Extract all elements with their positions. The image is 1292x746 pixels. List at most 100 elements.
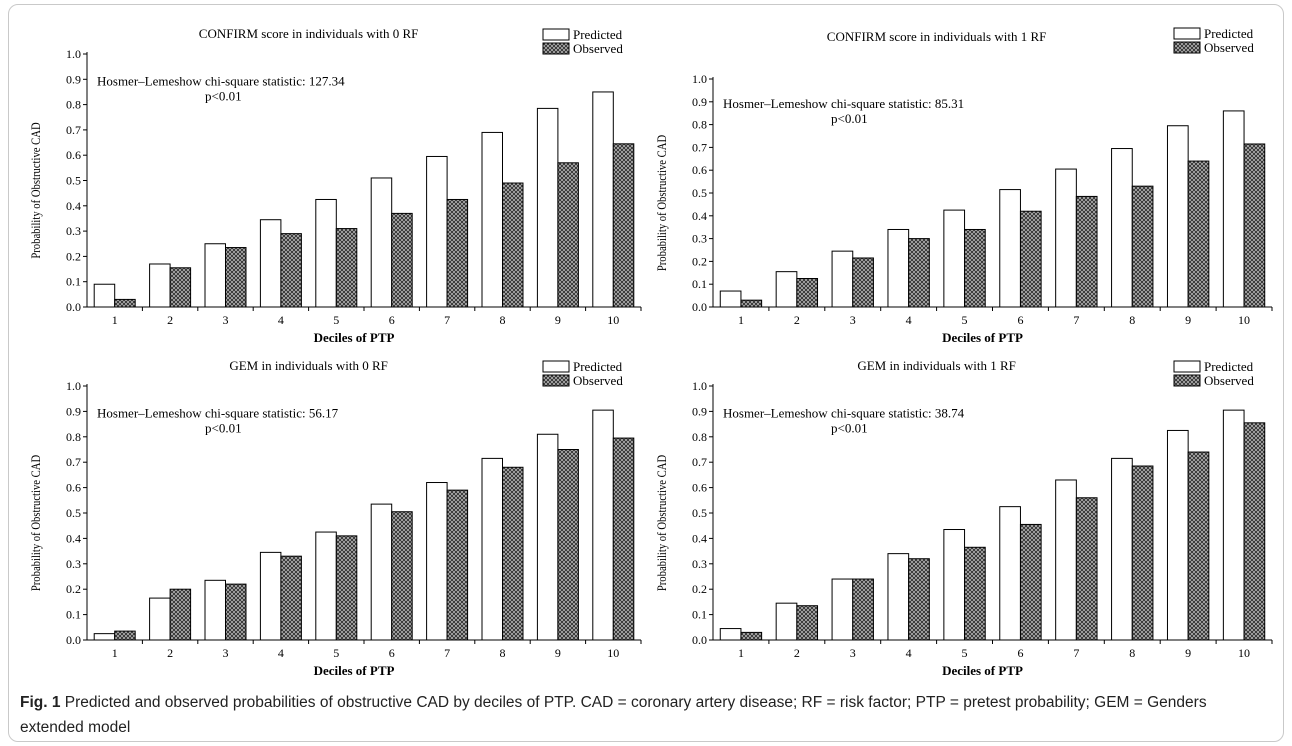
bar-observed: [1243, 422, 1266, 641]
y-tick-label: 0.8: [66, 430, 81, 444]
y-tick-label: 1.0: [692, 72, 707, 86]
y-tick-label: 0.8: [66, 98, 81, 112]
bar-predicted: [1111, 457, 1133, 641]
bar-predicted: [259, 219, 282, 308]
bar-observed: [114, 630, 136, 641]
bar-observed: [1187, 160, 1210, 308]
x-tick-label: 7: [444, 313, 450, 327]
bar-observed: [612, 143, 635, 308]
bar-observed: [852, 257, 874, 308]
y-tick-label: 0.5: [66, 506, 81, 520]
bar-predicted: [999, 189, 1021, 308]
y-tick-label: 0.2: [692, 582, 707, 596]
x-tick-label: 8: [1129, 313, 1135, 327]
bar-predicted: [943, 529, 966, 641]
chart-panels: 0.0 0.1 0.2 0.3 0.4 0.5 0.6 0.7 0.8 0.9 1.0 1 2 3 4 5 6 7…: [28, 26, 1273, 678]
legend-swatch-predicted: [542, 28, 570, 41]
y-tick-label: 0.9: [692, 95, 707, 109]
bar-predicted: [149, 263, 171, 308]
y-tick-label: 0.0: [66, 300, 81, 314]
bar-observed: [1075, 195, 1098, 308]
y-tick-label: 0.1: [692, 277, 707, 291]
legend-swatch-predicted: [1173, 360, 1201, 373]
hl-statistic-text: Hosmer–Lemeshow chi-square statistic: 56…: [97, 405, 339, 420]
bar-observed: [391, 212, 413, 308]
bar-observed: [280, 555, 302, 641]
chart-title: GEM in individuals with 0 RF: [229, 358, 388, 373]
y-tick-label: 0.4: [692, 209, 707, 223]
legend-label-observed: Observed: [1204, 373, 1254, 388]
x-tick-label: 6: [1017, 313, 1023, 327]
legend-label-predicted: Predicted: [1204, 359, 1254, 374]
bar-observed: [225, 247, 247, 308]
y-tick-label: 0.6: [66, 148, 81, 162]
bar-observed: [502, 466, 524, 641]
p-value-text: p<0.01: [205, 420, 242, 435]
y-tick-label: 1.0: [66, 47, 81, 61]
x-tick-label: 4: [278, 313, 284, 327]
x-tick-label: 4: [278, 646, 284, 660]
x-tick-label: 1: [738, 313, 744, 327]
legend-label-predicted: Predicted: [573, 27, 623, 42]
y-tick-label: 0.9: [66, 404, 81, 418]
bar-predicted: [1166, 429, 1189, 641]
bar-observed: [1131, 465, 1154, 641]
legend-label-observed: Observed: [573, 373, 623, 388]
bar-predicted: [999, 506, 1021, 641]
legend-label-predicted: Predicted: [573, 359, 623, 374]
x-tick-label: 9: [1185, 646, 1191, 660]
bar-observed: [557, 449, 579, 641]
x-tick-label: 3: [223, 313, 229, 327]
bar-predicted: [592, 409, 614, 641]
bar-predicted: [831, 250, 854, 308]
bar-predicted: [1222, 409, 1245, 641]
x-tick-label: 3: [850, 313, 856, 327]
bar-observed: [852, 578, 874, 641]
bar-observed: [1075, 497, 1098, 641]
bar-observed: [502, 182, 524, 308]
x-tick-label: 10: [1238, 646, 1250, 660]
hl-statistic-text: Hosmer–Lemeshow chi-square statistic: 12…: [97, 73, 345, 88]
figure-caption: Fig. 1 Predicted and observed probabilit…: [20, 690, 1270, 740]
bar-observed: [796, 605, 819, 641]
legend-label-observed: Observed: [1204, 40, 1254, 55]
y-tick-label: 0.0: [692, 633, 707, 647]
legend-swatch-predicted: [542, 360, 570, 373]
bar-observed: [1019, 210, 1042, 308]
y-tick-label: 0.7: [66, 455, 81, 469]
bar-predicted: [259, 551, 282, 641]
y-tick-label: 0.4: [66, 531, 81, 545]
y-tick-label: 1.0: [692, 379, 707, 393]
x-tick-label: 10: [1238, 313, 1250, 327]
p-value-text: p<0.01: [205, 88, 242, 103]
y-tick-label: 0.6: [692, 481, 707, 495]
bar-observed: [1243, 143, 1266, 308]
x-tick-label: 3: [850, 646, 856, 660]
legend-swatch-observed: [1173, 41, 1201, 54]
p-value-text: p<0.01: [831, 420, 868, 435]
y-tick-label: 0.2: [66, 249, 81, 263]
legend-swatch-observed: [542, 374, 570, 387]
x-tick-label: 5: [333, 646, 339, 660]
bar-predicted: [426, 482, 448, 641]
y-tick-label: 0.7: [692, 140, 707, 154]
bar-predicted: [775, 602, 798, 641]
y-tick-label: 0.8: [692, 430, 707, 444]
y-tick-label: 0.5: [692, 186, 707, 200]
y-axis-label: Probability of Obstructive CAD: [28, 122, 43, 259]
x-tick-label: 2: [167, 646, 173, 660]
y-axis-label: Probability of Obstructive CAD: [28, 454, 43, 591]
caption-label: Fig. 1: [20, 694, 61, 711]
hl-statistic-text: Hosmer–Lemeshow chi-square statistic: 38…: [723, 405, 965, 420]
bar-predicted: [1222, 110, 1245, 308]
y-tick-label: 0.5: [692, 506, 707, 520]
p-value-text: p<0.01: [831, 111, 868, 126]
x-tick-label: 5: [962, 646, 968, 660]
bar-predicted: [370, 177, 393, 308]
bar-predicted: [536, 107, 559, 308]
bar-observed: [908, 238, 930, 308]
x-axis-label: Deciles of PTP: [942, 330, 1023, 345]
x-tick-label: 9: [555, 313, 561, 327]
bar-predicted: [887, 553, 910, 641]
bar-observed: [391, 511, 413, 641]
